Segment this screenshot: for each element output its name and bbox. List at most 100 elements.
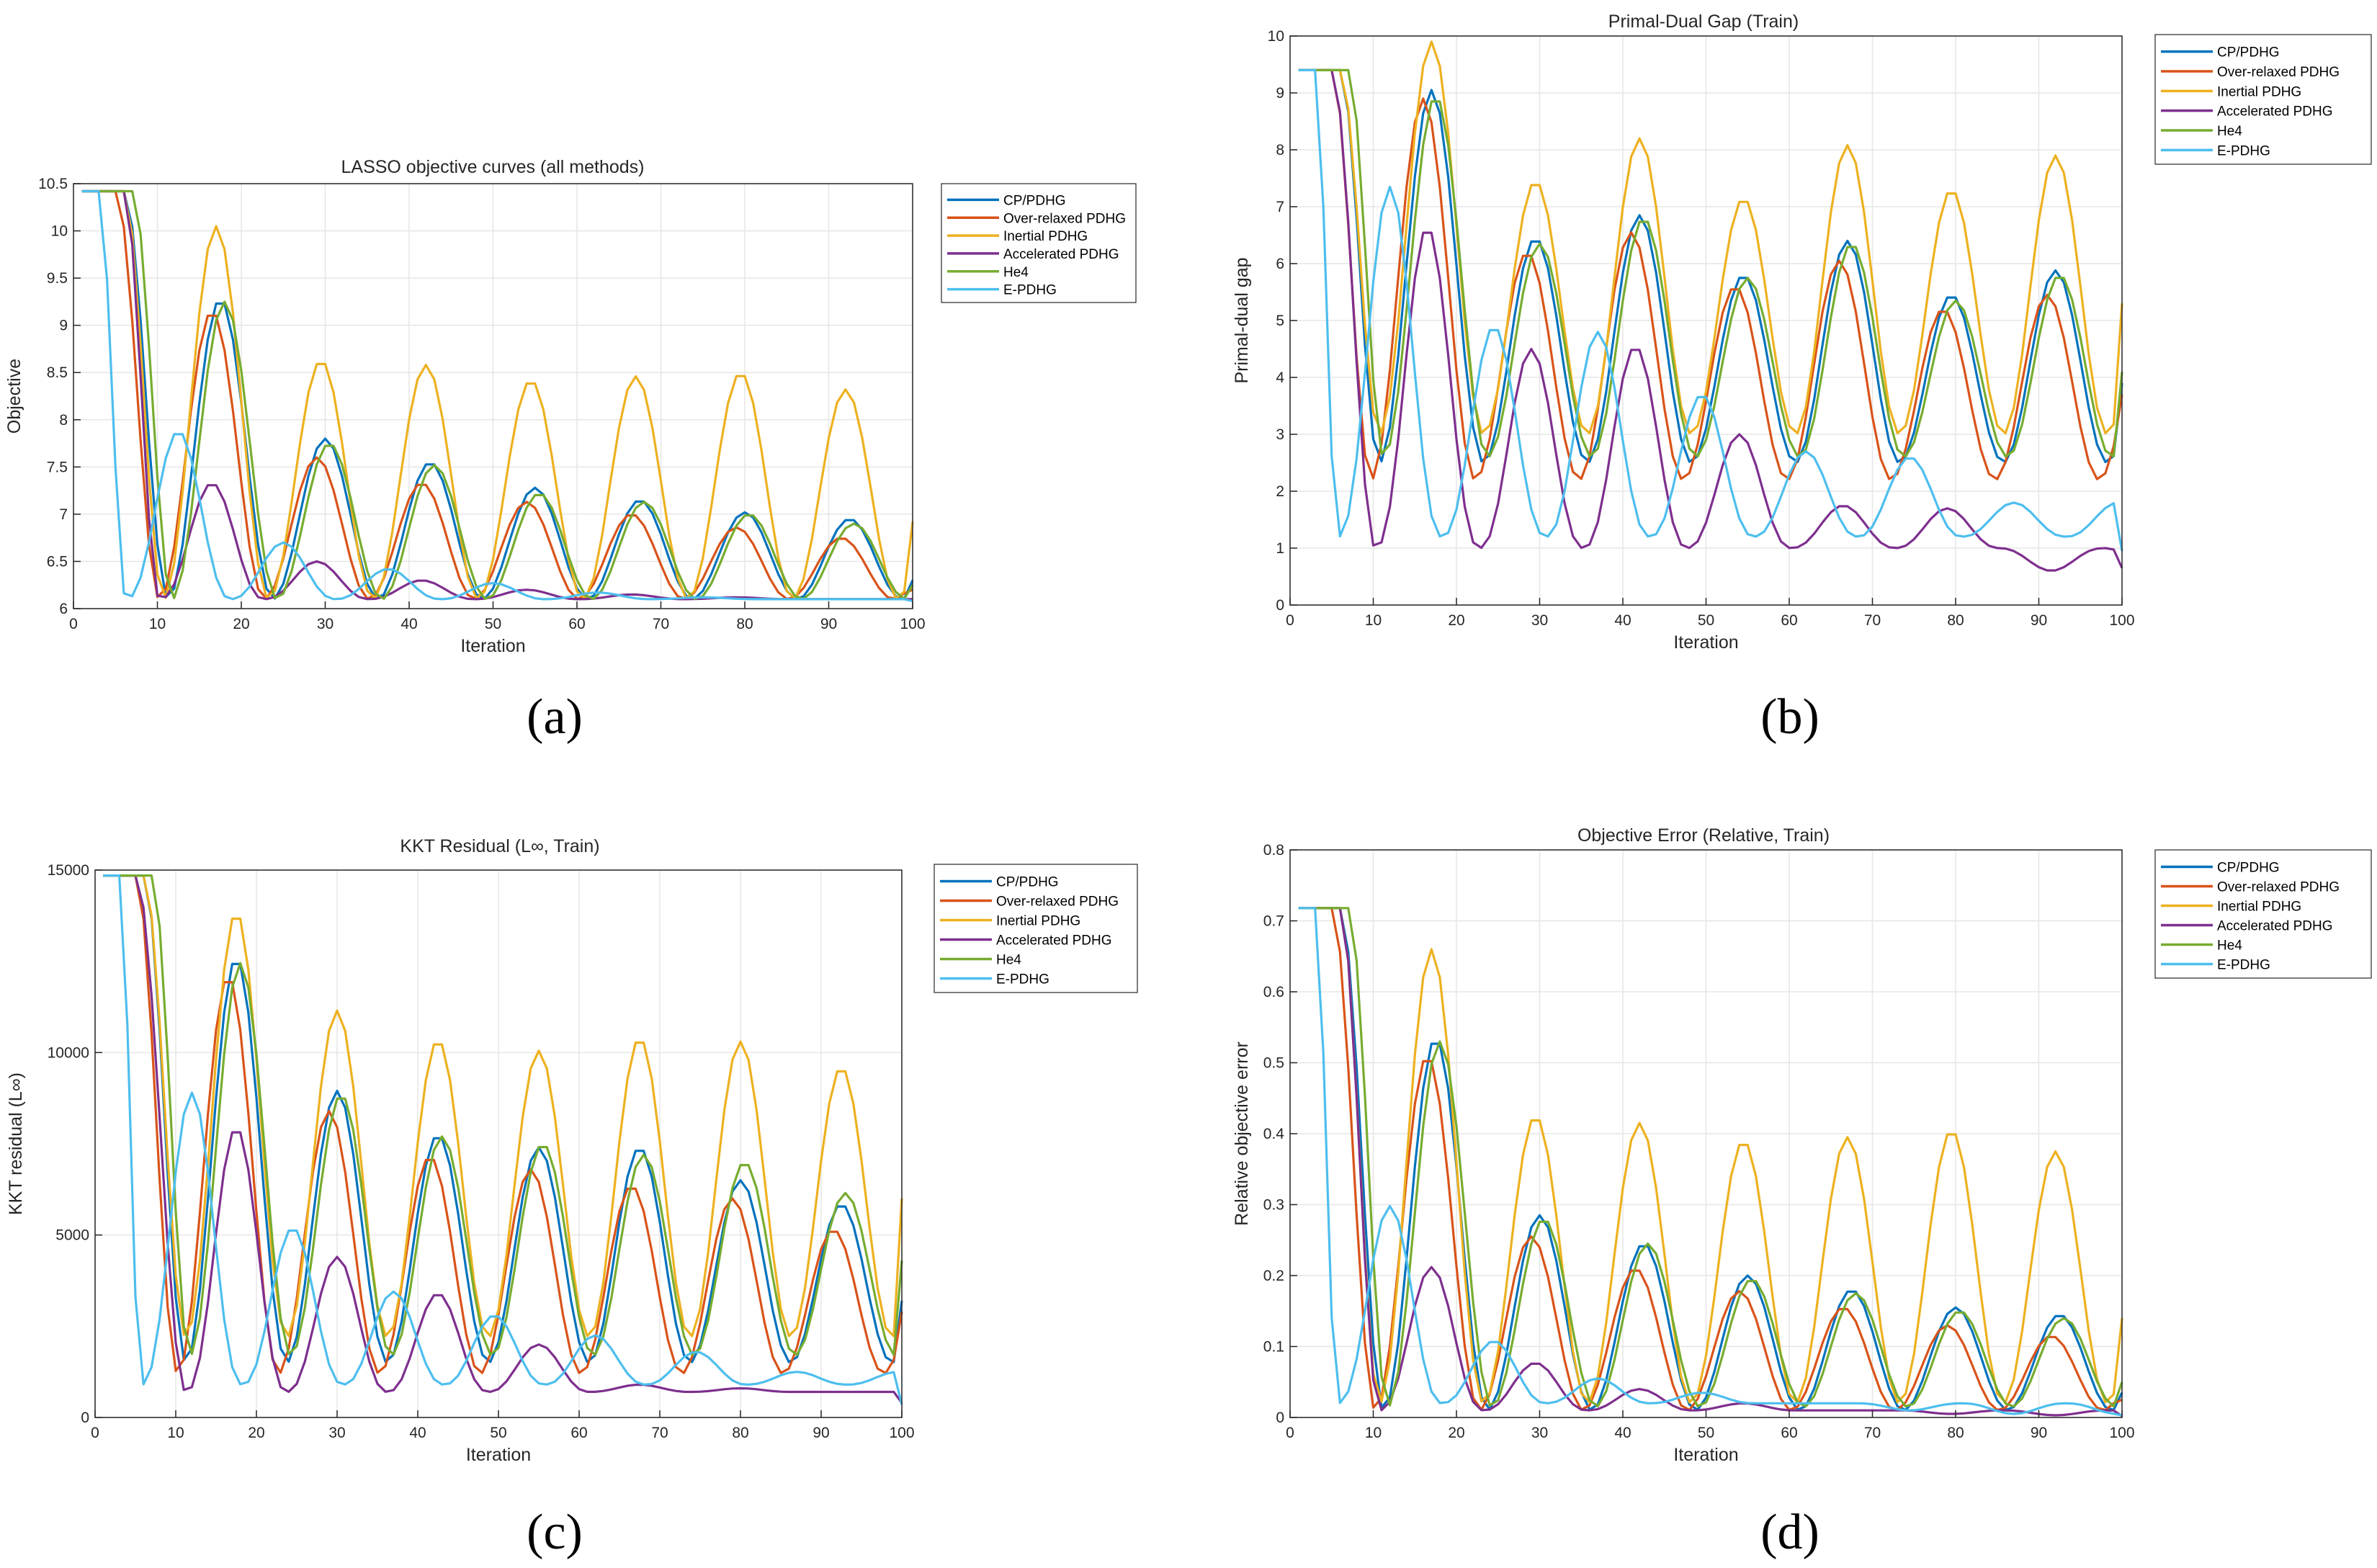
panel-b-x-ticks: 0 10 20 30 40 50 60 70 80 90 100 <box>1286 598 2135 629</box>
series-line-over-relaxed-pdhg <box>81 189 913 601</box>
legend-box <box>2154 34 2372 165</box>
panel-b-series <box>1298 40 2123 572</box>
x-tick-label: 100 <box>900 616 925 632</box>
y-tick-label: 5000 <box>55 1227 89 1244</box>
x-tick-label: 100 <box>2109 1425 2134 1441</box>
x-tick-label: 20 <box>1448 612 1464 629</box>
x-tick-label: 60 <box>570 1425 587 1441</box>
x-tick-label: 10 <box>1365 612 1382 629</box>
x-tick-label: 80 <box>736 616 753 632</box>
panel-d-y-ticks: 0 0.1 0.2 0.3 0.4 0.5 0.6 0.7 0.8 <box>1263 842 1297 1426</box>
y-tick-label: 0 <box>1276 597 1284 614</box>
legend-entry: He4 <box>996 953 1021 968</box>
x-tick-label: 20 <box>1448 1425 1464 1441</box>
y-tick-label: 0.4 <box>1263 1126 1285 1142</box>
x-tick-label: 80 <box>1947 612 1964 629</box>
panel-a-legend: CP/PDHG Over-relaxed PDHG Inertial PDHG Acc… <box>941 183 1137 303</box>
legend-box <box>2154 849 2372 979</box>
series-line-inertial-pdhg <box>103 874 903 1338</box>
panel-c-ylabel: KKT residual (L∞) <box>6 1072 26 1215</box>
y-tick-label: 0.7 <box>1263 913 1284 930</box>
legend-entry: CP/PDHG <box>2217 45 2280 61</box>
series-line-e-pdhg <box>103 874 903 1405</box>
y-tick-label: 10 <box>51 223 68 240</box>
panel-c-xlabel: Iteration <box>466 1445 531 1465</box>
x-tick-label: 70 <box>651 1425 668 1441</box>
panel-c-x-ticks: 0 10 20 30 40 50 60 70 80 90 100 <box>91 1410 915 1441</box>
series-line-accelerated-pdhg <box>1298 68 2123 572</box>
legend-entry: E-PDHG <box>2217 958 2270 973</box>
x-tick-label: 0 <box>91 1425 99 1441</box>
series-line-accelerated-pdhg <box>103 874 903 1404</box>
y-tick-label: 9.5 <box>47 270 68 287</box>
series-line-he4 <box>81 189 914 601</box>
y-tick-label: 2 <box>1276 483 1284 500</box>
series-line-he4 <box>1298 68 2123 458</box>
y-tick-label: 4 <box>1276 369 1284 386</box>
panel-a-ylabel: Objective <box>4 359 24 434</box>
x-tick-label: 50 <box>485 616 501 632</box>
panel-b-xlabel: Iteration <box>1673 632 1738 653</box>
series-line-inertial-pdhg <box>1298 907 2123 1404</box>
panel-a-title: LASSO objective curves (all methods) <box>341 157 644 177</box>
panel-d-grid <box>1289 849 2123 1418</box>
x-tick-label: 90 <box>2031 612 2047 629</box>
legend-entry: E-PDHG <box>1003 283 1057 298</box>
y-tick-label: 0.5 <box>1263 1055 1284 1072</box>
y-tick-label: 15000 <box>48 862 89 879</box>
panel-c-y-ticks: 0 5000 10000 15000 <box>48 862 102 1426</box>
y-tick-label: 0.3 <box>1263 1197 1284 1214</box>
panel-d-objective-error: Objective Error (Relative, Train) 0 10 20 3… <box>1232 825 2372 1560</box>
series-line-e-pdhg <box>1298 907 2123 1417</box>
x-tick-label: 50 <box>490 1425 506 1441</box>
y-tick-label: 0 <box>1276 1410 1284 1426</box>
x-tick-label: 100 <box>2109 612 2134 629</box>
series-line-over-relaxed-pdhg <box>1298 68 2123 480</box>
x-tick-label: 40 <box>1614 1425 1631 1441</box>
x-tick-label: 70 <box>1864 612 1881 629</box>
legend-entry: He4 <box>1003 265 1029 280</box>
series-line-e-pdhg <box>81 189 913 603</box>
y-tick-label: 0.2 <box>1263 1268 1284 1284</box>
panel-a-series <box>81 189 914 603</box>
legend-entry: Over-relaxed PDHG <box>2217 65 2340 80</box>
y-tick-label: 0 <box>81 1410 89 1426</box>
panel-c-kkt-residual: KKT Residual (L∞, Train) 0 10 20 30 40 50 60 70… <box>6 836 1138 1560</box>
y-tick-label: 10000 <box>48 1044 89 1061</box>
panel-b-y-ticks: 0 1 2 3 4 5 6 7 8 9 10 <box>1268 28 1297 614</box>
y-tick-label: 8 <box>1276 142 1284 158</box>
y-tick-label: 0.1 <box>1263 1339 1284 1356</box>
panel-c-legend: CP/PDHG Over-relaxed PDHG Inertial PDHG Acc… <box>934 864 1138 993</box>
x-tick-label: 70 <box>653 616 669 632</box>
panel-c-letter: (c) <box>527 1505 583 1560</box>
y-tick-label: 3 <box>1276 426 1284 443</box>
legend-entry: E-PDHG <box>996 972 1049 987</box>
y-tick-label: 7 <box>59 506 68 523</box>
x-tick-label: 30 <box>1531 1425 1548 1441</box>
y-tick-label: 0.8 <box>1263 842 1284 859</box>
x-tick-label: 50 <box>1698 612 1714 629</box>
x-tick-label: 70 <box>1864 1425 1881 1441</box>
panel-d-series <box>1298 907 2123 1417</box>
legend-entry: He4 <box>2217 124 2242 139</box>
panel-d-letter: (d) <box>1760 1505 1819 1560</box>
legend-entry: Accelerated PDHG <box>1003 247 1119 262</box>
legend-entry: Accelerated PDHG <box>996 933 1112 949</box>
x-tick-label: 10 <box>167 1425 184 1441</box>
series-line-over-relaxed-pdhg <box>1298 907 2123 1412</box>
x-tick-label: 40 <box>400 616 417 632</box>
x-tick-label: 60 <box>568 616 585 632</box>
legend-entry: Over-relaxed PDHG <box>996 895 1119 910</box>
legend-entry: Accelerated PDHG <box>2217 104 2333 120</box>
panel-b-title: Primal-Dual Gap (Train) <box>1608 12 1799 32</box>
panel-b-letter: (b) <box>1760 689 1819 745</box>
legend-box <box>934 864 1138 993</box>
x-tick-label: 0 <box>1286 1425 1294 1441</box>
y-tick-label: 10 <box>1268 28 1284 45</box>
x-tick-label: 60 <box>1781 1425 1797 1441</box>
x-tick-label: 30 <box>317 616 334 632</box>
series-line-inertial-pdhg <box>81 189 914 600</box>
legend-entry: Inertial PDHG <box>2217 84 2301 99</box>
legend-entry: Inertial PDHG <box>1003 229 1088 244</box>
panel-d-xlabel: Iteration <box>1673 1445 1738 1465</box>
